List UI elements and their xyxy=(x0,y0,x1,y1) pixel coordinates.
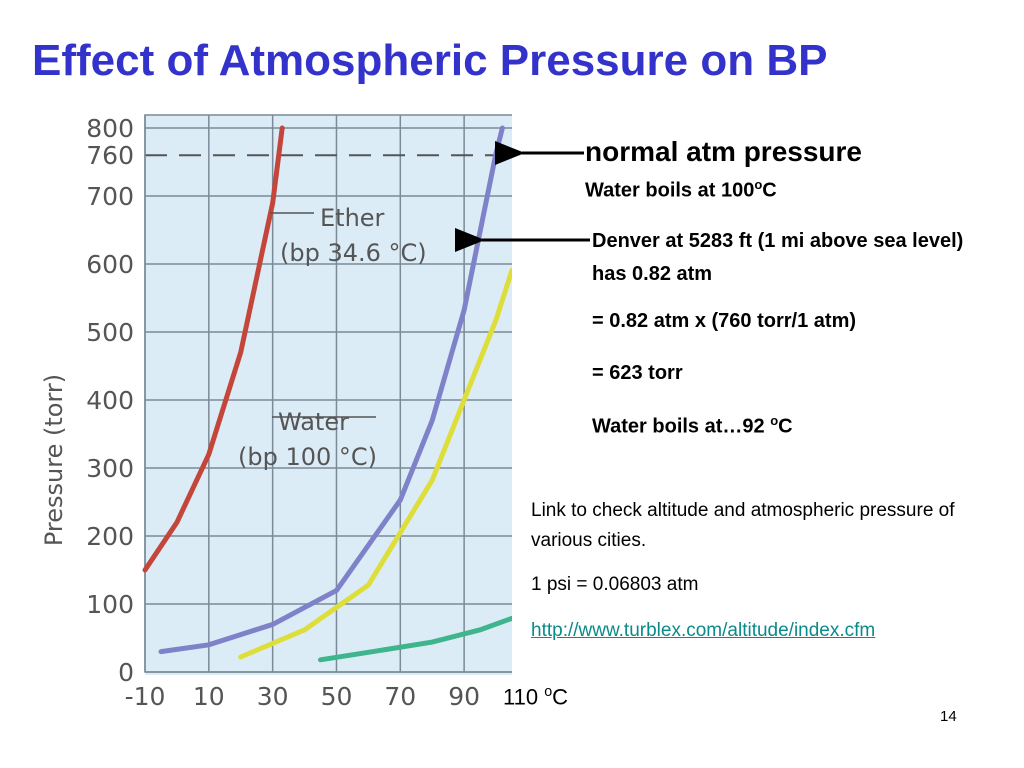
slide-title: Effect of Atmospheric Pressure on BP xyxy=(32,36,828,85)
x-tick-label: 90 xyxy=(448,682,480,711)
text-part: Water boils at…92 xyxy=(592,415,771,438)
plot-background xyxy=(145,115,512,675)
y-tick-label: 800 xyxy=(86,114,134,143)
y-tick-label: 100 xyxy=(86,590,134,619)
note: Water boils at 100oC xyxy=(585,177,777,203)
y-tick-label: 700 xyxy=(86,182,134,211)
note: Water boils at…92 oC xyxy=(592,413,793,439)
text-part: o xyxy=(754,177,763,192)
link[interactable]: http://www.turblex.com/altitude/index.cf… xyxy=(531,620,876,641)
series-line xyxy=(238,267,512,660)
series-line xyxy=(318,615,512,663)
x-tick-label: 10 xyxy=(193,682,225,711)
y-tick-label: 600 xyxy=(86,250,134,279)
text-part: C xyxy=(778,415,793,438)
note: = 0.82 atm x (760 torr/1 atm) xyxy=(592,310,857,332)
series-label: Ether xyxy=(320,204,385,232)
text-part: Water boils at 100 xyxy=(585,179,755,202)
y-axis-label: Pressure (torr) xyxy=(40,374,68,546)
series-line xyxy=(158,125,505,655)
y-tick-label: 760 xyxy=(86,141,134,170)
series-note: (bp 100 °C) xyxy=(238,443,377,471)
y-tick-label: 500 xyxy=(86,318,134,347)
note: = 623 torr xyxy=(592,362,683,384)
chart: Pressure (torr) 0 100 200 300 400 500 600 700 76… xyxy=(40,114,512,711)
x-tick-label: 30 xyxy=(257,682,289,711)
note: normal atm pressure xyxy=(585,136,862,167)
text-part: C xyxy=(552,684,569,710)
y-tick-label: 200 xyxy=(86,522,134,551)
note: 1 psi = 0.06803 atm xyxy=(531,574,699,595)
plot-frame xyxy=(144,114,512,673)
y-tick-label: 300 xyxy=(86,454,134,483)
text-part: 110 xyxy=(503,684,545,710)
page-number: 14 xyxy=(940,708,957,725)
note: Link to check altitude and atmospheric p… xyxy=(531,500,955,551)
y-tick-label: 0 xyxy=(118,658,134,687)
text-part: o xyxy=(770,413,779,428)
series-label: Water xyxy=(278,408,349,436)
series-note: (bp 34.6 °C) xyxy=(280,239,427,267)
x-tick-label: -10 xyxy=(125,682,166,711)
series-line xyxy=(142,125,285,573)
x-tick-label: 50 xyxy=(321,682,353,711)
x-tick-label: 70 xyxy=(384,682,416,711)
note: Denver at 5283 ft (1 mi above sea level)… xyxy=(592,230,964,285)
annotation: 110 oC xyxy=(503,684,568,710)
text-part: o xyxy=(544,684,553,700)
y-tick-label: 400 xyxy=(86,386,134,415)
text-part: C xyxy=(762,179,777,202)
